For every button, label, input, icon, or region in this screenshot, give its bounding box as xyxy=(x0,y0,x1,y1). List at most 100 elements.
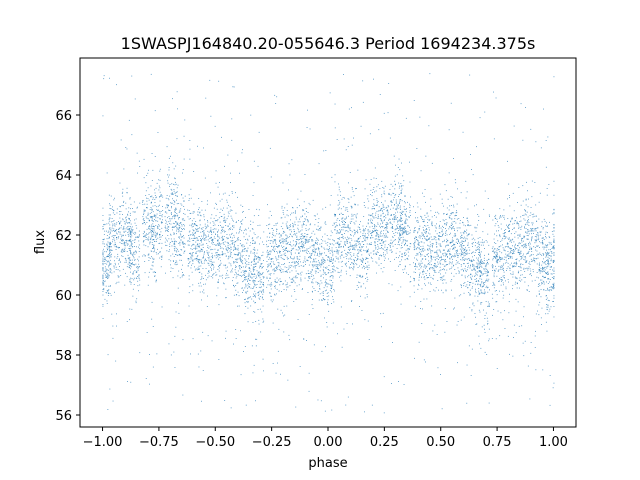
data-point xyxy=(151,301,153,303)
data-point xyxy=(102,284,104,286)
data-point xyxy=(305,273,307,275)
data-point xyxy=(247,275,249,277)
data-point xyxy=(197,230,199,232)
data-point xyxy=(324,248,326,250)
data-point xyxy=(152,211,154,213)
data-point xyxy=(417,206,419,208)
data-point xyxy=(311,245,313,247)
data-point xyxy=(193,171,195,172)
data-point xyxy=(254,263,256,265)
data-point xyxy=(272,229,274,231)
data-point xyxy=(260,281,262,283)
data-point xyxy=(394,216,396,218)
data-point xyxy=(417,254,419,256)
data-point xyxy=(429,229,430,231)
data-point xyxy=(128,235,130,237)
data-point xyxy=(389,221,391,223)
data-point xyxy=(136,237,138,238)
data-point xyxy=(349,249,350,251)
data-point xyxy=(213,242,214,243)
data-point xyxy=(148,271,150,273)
data-point xyxy=(298,265,300,267)
data-point xyxy=(191,245,192,247)
data-point xyxy=(356,289,358,290)
data-point xyxy=(149,225,150,227)
data-point xyxy=(230,247,232,249)
data-point xyxy=(174,233,175,235)
data-point xyxy=(203,233,205,235)
data-point xyxy=(220,243,222,245)
data-point xyxy=(305,251,307,253)
data-point xyxy=(312,251,314,253)
data-point xyxy=(235,212,237,214)
data-point xyxy=(129,239,130,241)
data-point xyxy=(167,198,169,199)
data-point xyxy=(155,187,157,189)
data-point xyxy=(358,251,360,253)
data-point xyxy=(380,268,382,270)
data-point xyxy=(426,228,427,229)
data-point xyxy=(161,195,163,196)
data-point xyxy=(238,258,240,260)
data-point xyxy=(168,199,170,201)
data-point xyxy=(328,272,330,273)
data-point xyxy=(233,236,235,238)
data-point xyxy=(157,217,159,219)
data-point xyxy=(233,242,235,244)
data-point xyxy=(399,226,401,228)
data-point xyxy=(407,249,409,251)
data-point xyxy=(405,240,406,242)
data-point xyxy=(417,231,419,233)
data-point xyxy=(200,350,202,352)
data-point xyxy=(213,222,215,224)
data-point xyxy=(128,222,130,224)
data-point xyxy=(111,227,113,229)
data-point xyxy=(365,262,366,264)
data-point xyxy=(233,227,235,229)
data-point xyxy=(152,197,154,199)
data-point xyxy=(118,228,120,230)
data-point xyxy=(319,283,321,285)
data-point xyxy=(129,278,131,280)
data-point xyxy=(228,262,230,264)
data-point xyxy=(218,249,219,251)
data-point xyxy=(111,246,112,248)
data-point xyxy=(367,269,369,270)
data-point xyxy=(308,202,310,204)
data-point xyxy=(221,136,222,138)
data-point xyxy=(192,243,194,245)
data-point xyxy=(423,250,424,252)
data-point xyxy=(151,201,152,203)
data-point xyxy=(154,234,156,236)
data-point xyxy=(113,238,115,240)
data-point xyxy=(339,225,341,226)
data-point xyxy=(129,265,131,266)
data-point xyxy=(245,276,246,278)
data-point xyxy=(380,263,382,264)
data-point xyxy=(276,230,277,232)
data-point xyxy=(282,312,283,314)
data-point xyxy=(160,251,161,253)
data-point xyxy=(253,276,255,278)
data-point xyxy=(413,243,415,244)
data-point xyxy=(390,194,392,196)
data-point xyxy=(367,230,369,232)
data-point xyxy=(221,229,223,231)
data-point xyxy=(424,236,425,238)
data-point xyxy=(376,210,378,212)
data-point xyxy=(133,251,135,253)
data-point xyxy=(153,220,154,222)
data-point xyxy=(239,257,241,259)
data-point xyxy=(276,277,278,279)
data-point xyxy=(114,231,116,232)
data-point xyxy=(322,295,324,296)
data-point xyxy=(421,250,423,252)
data-point xyxy=(255,275,257,277)
data-point xyxy=(175,260,177,262)
data-point xyxy=(322,208,324,210)
data-point xyxy=(123,243,125,244)
data-point xyxy=(294,265,296,267)
data-point xyxy=(173,233,175,235)
data-point xyxy=(207,257,209,258)
data-point xyxy=(259,224,261,226)
